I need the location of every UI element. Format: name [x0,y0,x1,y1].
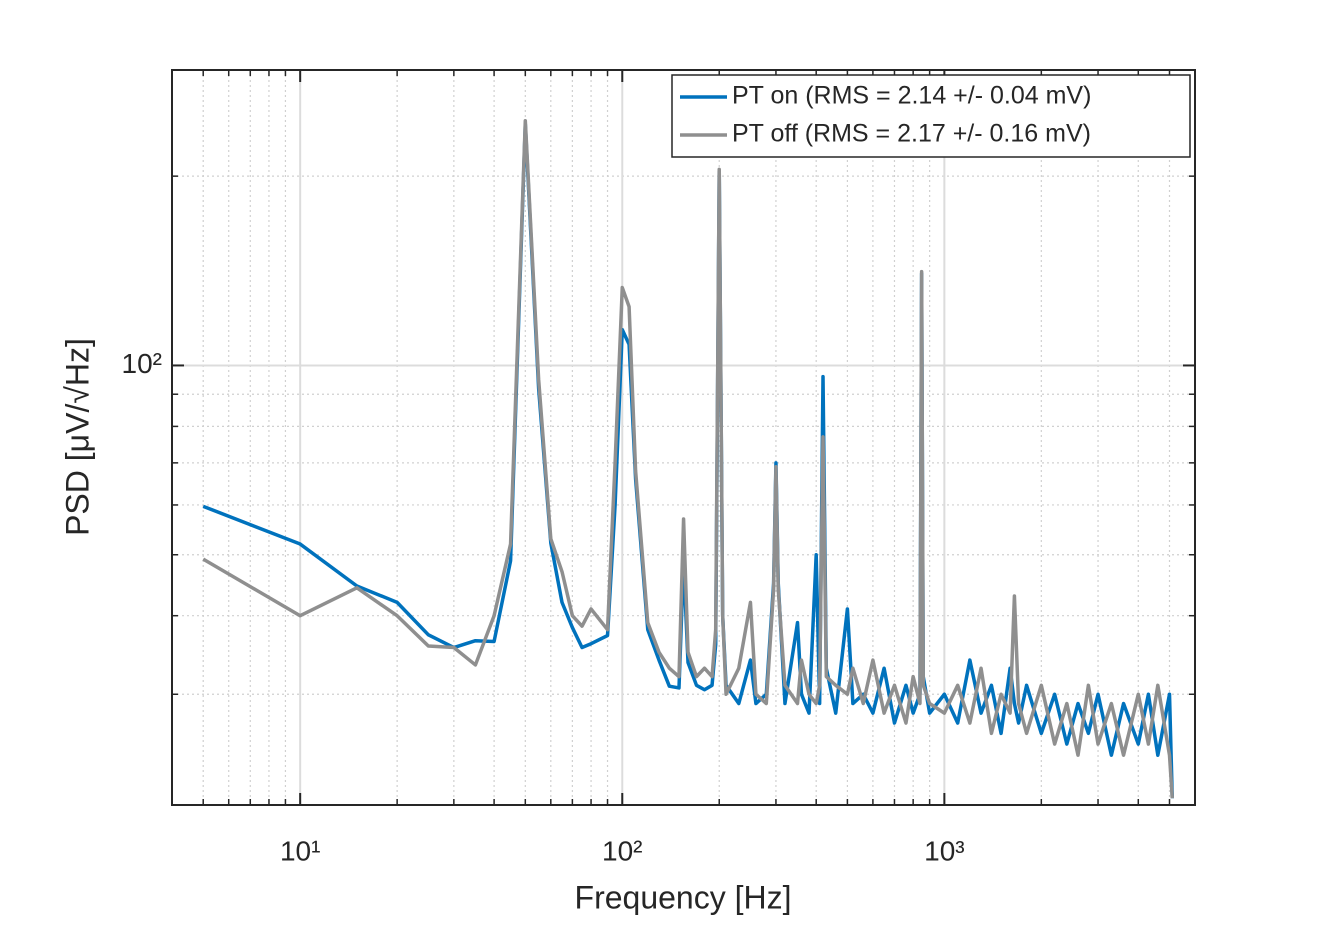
legend-box [671,74,1191,158]
x-tick-label: 10² [602,835,642,866]
series-line [202,122,1175,799]
ticks: 10¹ 10² 10³ 10² [122,70,1195,866]
x-axis-label: Frequency [Hz] [575,879,792,915]
grid [172,70,1195,805]
y-tick-label: 10² [122,348,162,379]
lines [202,118,1175,799]
y-axis-label: PSD [μV/√Hz] [59,338,95,536]
axes-frame [171,69,1196,806]
x-tick-label: 10¹ [280,835,320,866]
legend-label: PT on (RMS = 2.14 +/- 0.04 mV) [732,82,1091,110]
plot-area [172,70,1195,805]
x-tick-label: 10³ [924,835,964,866]
legend: PT on (RMS = 2.14 +/- 0.04 mV) PT off (RM… [671,74,1191,158]
series-line [202,118,1175,799]
legend-label: PT off (RMS = 2.17 +/- 0.16 mV) [732,120,1091,148]
